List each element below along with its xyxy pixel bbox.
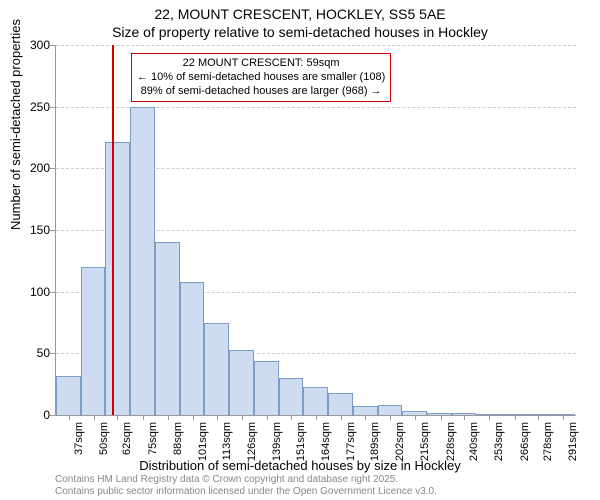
y-tick-label: 50: [10, 346, 50, 360]
x-tick-label: 202sqm: [394, 422, 406, 461]
x-tick-mark: [267, 415, 268, 420]
y-tick-label: 200: [10, 161, 50, 175]
x-tick-mark: [390, 415, 391, 420]
x-tick-mark: [563, 415, 564, 420]
histogram-bar: [303, 387, 328, 415]
grid-line: [56, 45, 576, 46]
y-tick-mark: [50, 168, 55, 169]
histogram-bar: [81, 267, 106, 415]
x-tick-mark: [316, 415, 317, 420]
x-tick-mark: [117, 415, 118, 420]
x-tick-mark: [464, 415, 465, 420]
y-tick-mark: [50, 353, 55, 354]
histogram-bar: [501, 414, 526, 415]
y-tick-mark: [50, 45, 55, 46]
x-tick-label: 88sqm: [172, 422, 184, 455]
x-tick-label: 126sqm: [246, 422, 258, 461]
footer-line2: Contains public sector information licen…: [55, 486, 437, 498]
y-tick-mark: [50, 107, 55, 108]
histogram-bar: [130, 107, 155, 415]
chart-container: 22, MOUNT CRESCENT, HOCKLEY, SS5 5AE Siz…: [0, 0, 600, 500]
histogram-bar: [204, 323, 229, 416]
x-tick-label: 101sqm: [197, 422, 209, 461]
x-tick-mark: [217, 415, 218, 420]
histogram-bar: [328, 393, 353, 415]
annotation-box: 22 MOUNT CRESCENT: 59sqm← 10% of semi-de…: [131, 53, 391, 102]
x-tick-mark: [489, 415, 490, 420]
x-tick-label: 139sqm: [271, 422, 283, 461]
histogram-bar: [180, 282, 205, 415]
x-tick-mark: [415, 415, 416, 420]
x-tick-label: 50sqm: [98, 422, 110, 455]
x-tick-label: 75sqm: [147, 422, 159, 455]
x-tick-label: 253sqm: [493, 422, 505, 461]
x-tick-mark: [242, 415, 243, 420]
annotation-line: 22 MOUNT CRESCENT: 59sqm: [137, 57, 385, 71]
histogram-bar: [427, 413, 452, 415]
footer-line1: Contains HM Land Registry data © Crown c…: [55, 474, 437, 486]
x-axis-label: Distribution of semi-detached houses by …: [0, 458, 600, 473]
x-tick-mark: [291, 415, 292, 420]
annotation-line: ← 10% of semi-detached houses are smalle…: [137, 71, 385, 85]
x-tick-label: 37sqm: [73, 422, 85, 455]
x-tick-mark: [341, 415, 342, 420]
histogram-bar: [353, 406, 378, 415]
histogram-bar: [378, 405, 403, 415]
y-tick-label: 0: [10, 408, 50, 422]
annotation-line: 89% of semi-detached houses are larger (…: [137, 85, 385, 99]
histogram-bar: [229, 350, 254, 415]
x-tick-label: 278sqm: [542, 422, 554, 461]
chart-title-line1: 22, MOUNT CRESCENT, HOCKLEY, SS5 5AE: [0, 6, 600, 22]
x-tick-label: 266sqm: [519, 422, 531, 461]
y-tick-label: 250: [10, 100, 50, 114]
histogram-bar: [155, 242, 180, 415]
y-tick-mark: [50, 292, 55, 293]
x-tick-mark: [168, 415, 169, 420]
x-tick-label: 240sqm: [468, 422, 480, 461]
x-tick-label: 113sqm: [221, 422, 233, 460]
y-tick-label: 150: [10, 223, 50, 237]
chart-title-line2: Size of property relative to semi-detach…: [0, 24, 600, 40]
plot-area: 22 MOUNT CRESCENT: 59sqm← 10% of semi-de…: [55, 45, 576, 416]
x-tick-mark: [94, 415, 95, 420]
x-tick-label: 62sqm: [121, 422, 133, 455]
x-tick-label: 177sqm: [345, 422, 357, 461]
x-tick-label: 151sqm: [295, 422, 307, 461]
x-tick-mark: [441, 415, 442, 420]
x-tick-label: 215sqm: [419, 422, 431, 461]
histogram-bar: [105, 142, 130, 415]
x-tick-mark: [143, 415, 144, 420]
reference-line: [112, 45, 114, 415]
x-tick-label: 228sqm: [445, 422, 457, 461]
y-tick-label: 100: [10, 285, 50, 299]
x-tick-mark: [538, 415, 539, 420]
x-tick-label: 291sqm: [567, 422, 579, 461]
histogram-bar: [56, 376, 81, 415]
x-tick-label: 189sqm: [369, 422, 381, 461]
footer-note: Contains HM Land Registry data © Crown c…: [55, 474, 437, 498]
x-tick-mark: [365, 415, 366, 420]
y-tick-mark: [50, 230, 55, 231]
x-tick-mark: [193, 415, 194, 420]
histogram-bar: [254, 361, 279, 415]
x-tick-mark: [69, 415, 70, 420]
x-tick-label: 164sqm: [320, 422, 332, 461]
y-tick-mark: [50, 415, 55, 416]
x-tick-mark: [515, 415, 516, 420]
y-tick-label: 300: [10, 38, 50, 52]
histogram-bar: [279, 378, 304, 415]
